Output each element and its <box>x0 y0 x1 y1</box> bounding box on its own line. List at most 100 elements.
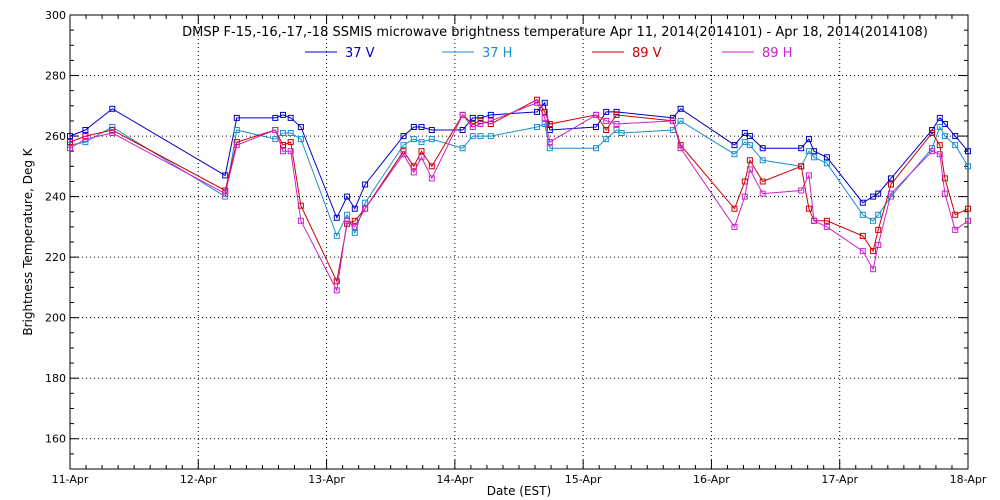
data-point <box>965 205 971 212</box>
data-point <box>798 187 805 194</box>
data-point <box>746 157 753 164</box>
data-point <box>487 117 494 124</box>
data-point <box>593 111 599 118</box>
y-tick-label: 160 <box>45 433 66 446</box>
data-point <box>418 154 425 161</box>
data-point <box>677 145 684 152</box>
data-point <box>459 145 466 152</box>
data-point <box>280 148 286 155</box>
data-point <box>418 139 425 146</box>
series-37-h <box>67 117 971 239</box>
data-point <box>941 133 948 140</box>
data-point <box>280 130 286 136</box>
data-point <box>333 287 340 294</box>
data-point <box>233 127 240 133</box>
data-point <box>287 139 294 146</box>
series-line <box>69 120 969 238</box>
data-point <box>941 190 948 197</box>
data-point <box>741 130 748 136</box>
data-point <box>805 205 812 212</box>
data-point <box>82 136 89 143</box>
data-point <box>870 266 877 273</box>
data-point <box>759 145 766 152</box>
legend-label: 89 V <box>632 46 662 61</box>
data-point <box>731 205 738 212</box>
series-89-h <box>67 99 971 294</box>
data-point <box>410 136 417 143</box>
data-point <box>870 217 877 224</box>
data-point <box>272 136 279 143</box>
x-tick-label: 17-Apr <box>821 473 858 486</box>
data-point <box>344 211 351 218</box>
data-point <box>333 278 340 285</box>
data-point <box>362 199 369 206</box>
data-point <box>603 117 610 124</box>
data-point <box>952 226 959 233</box>
data-point <box>888 175 894 182</box>
data-point <box>297 124 304 130</box>
data-point <box>362 205 369 212</box>
data-point <box>297 136 304 143</box>
data-point <box>272 127 279 133</box>
data-point <box>603 127 610 133</box>
data-point <box>746 133 753 140</box>
data-point <box>82 127 89 133</box>
data-point <box>888 190 894 197</box>
data-point <box>351 229 358 236</box>
y-tick-label: 260 <box>45 130 66 143</box>
data-point <box>593 124 599 130</box>
data-point <box>546 139 553 146</box>
data-point <box>410 124 417 130</box>
data-point <box>859 199 866 206</box>
axes: 11-Apr 12-Apr 13-Apr 14-Apr 15-Apr 16-Apr 17-A… <box>45 9 987 486</box>
y-axis-label: Brightness Temperature, Deg K <box>21 147 35 335</box>
data-point <box>746 166 753 173</box>
data-point <box>418 124 425 130</box>
data-point <box>297 217 304 224</box>
data-point <box>487 121 494 127</box>
data-point <box>534 99 540 106</box>
data-point <box>469 124 476 130</box>
data-point <box>287 130 294 136</box>
data-point <box>936 114 943 121</box>
x-tick-label: 16-Apr <box>693 473 730 486</box>
data-point <box>759 190 766 197</box>
data-point <box>613 111 620 118</box>
data-point <box>731 142 738 149</box>
data-point <box>798 145 805 152</box>
legend-label: 37 H <box>482 46 512 61</box>
x-tick-label: 15-Apr <box>565 473 602 486</box>
data-point <box>233 142 240 149</box>
data-point <box>875 211 882 218</box>
data-point <box>272 114 279 121</box>
chart-title: DMSP F-15,-16,-17,-18 SSMIS microwave br… <box>182 25 928 40</box>
data-point <box>677 117 684 124</box>
data-point <box>811 217 818 224</box>
data-point <box>534 108 540 115</box>
data-point <box>400 133 407 140</box>
data-point <box>344 217 351 224</box>
data-point <box>428 127 435 133</box>
data-point <box>952 133 959 140</box>
x-tick-label: 13-Apr <box>308 473 345 486</box>
data-point <box>109 130 116 136</box>
y-tick-label: 220 <box>45 251 66 264</box>
data-point <box>546 121 553 127</box>
data-point <box>759 178 766 185</box>
data-point <box>805 148 812 155</box>
data-point <box>287 114 294 121</box>
data-point <box>759 157 766 164</box>
data-point <box>541 99 548 106</box>
data-point <box>859 211 866 218</box>
data-point <box>805 172 812 179</box>
data-point <box>936 142 943 149</box>
data-point <box>805 136 812 143</box>
data-point <box>613 121 620 127</box>
data-point <box>428 163 435 170</box>
x-tick-label: 14-Apr <box>436 473 473 486</box>
data-point <box>351 217 358 224</box>
data-point <box>410 163 417 170</box>
data-point <box>823 217 830 224</box>
